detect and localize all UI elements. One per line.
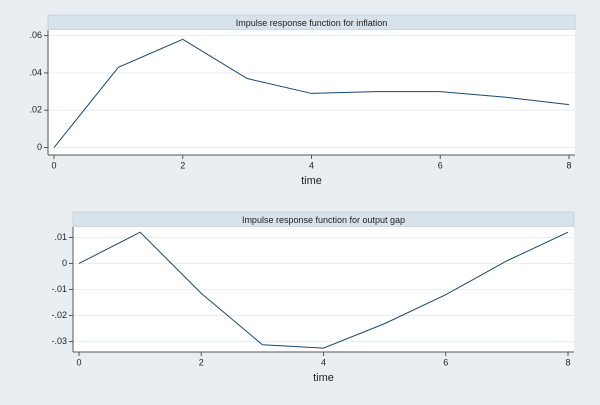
- x-tick-label: 2: [180, 160, 185, 170]
- y-tick-label: -.01: [51, 284, 67, 294]
- line-series: [78, 231, 569, 349]
- y-tick-label: 0: [37, 142, 42, 152]
- y-tick-label: -.03: [51, 336, 67, 346]
- plot-area: [48, 30, 575, 155]
- x-tick-label: 0: [76, 357, 81, 367]
- x-tick-label: 0: [51, 160, 56, 170]
- x-tick-label: 6: [443, 357, 448, 367]
- y-tick-label: .01: [54, 232, 67, 242]
- y-tick-label: 0: [62, 258, 67, 268]
- x-tick-label: 8: [565, 357, 570, 367]
- x-tick-label: 4: [309, 160, 314, 170]
- y-tick-label: -.02: [51, 310, 67, 320]
- x-tick-label: 4: [321, 357, 326, 367]
- y-tick-label: .04: [29, 67, 42, 77]
- x-axis-label: time: [313, 372, 334, 384]
- x-axis-label: time: [301, 175, 322, 187]
- y-tick-label: .02: [29, 105, 42, 115]
- chart-title: Impulse response function for inflation: [236, 18, 388, 28]
- x-tick-label: 6: [438, 160, 443, 170]
- x-tick-label: 8: [566, 160, 571, 170]
- chart-title: Impulse response function for output gap: [242, 215, 405, 225]
- x-tick-label: 2: [199, 357, 204, 367]
- line-series: [53, 38, 570, 148]
- y-tick-label: .06: [29, 30, 42, 40]
